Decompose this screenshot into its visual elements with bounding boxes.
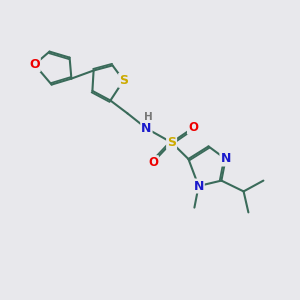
Text: H: H xyxy=(144,112,153,122)
Text: N: N xyxy=(220,152,231,166)
Text: S: S xyxy=(167,136,176,149)
Text: S: S xyxy=(119,74,128,87)
Text: O: O xyxy=(29,58,40,71)
Text: O: O xyxy=(148,156,158,169)
Text: N: N xyxy=(194,179,204,193)
Text: N: N xyxy=(141,122,152,135)
Text: O: O xyxy=(188,121,198,134)
